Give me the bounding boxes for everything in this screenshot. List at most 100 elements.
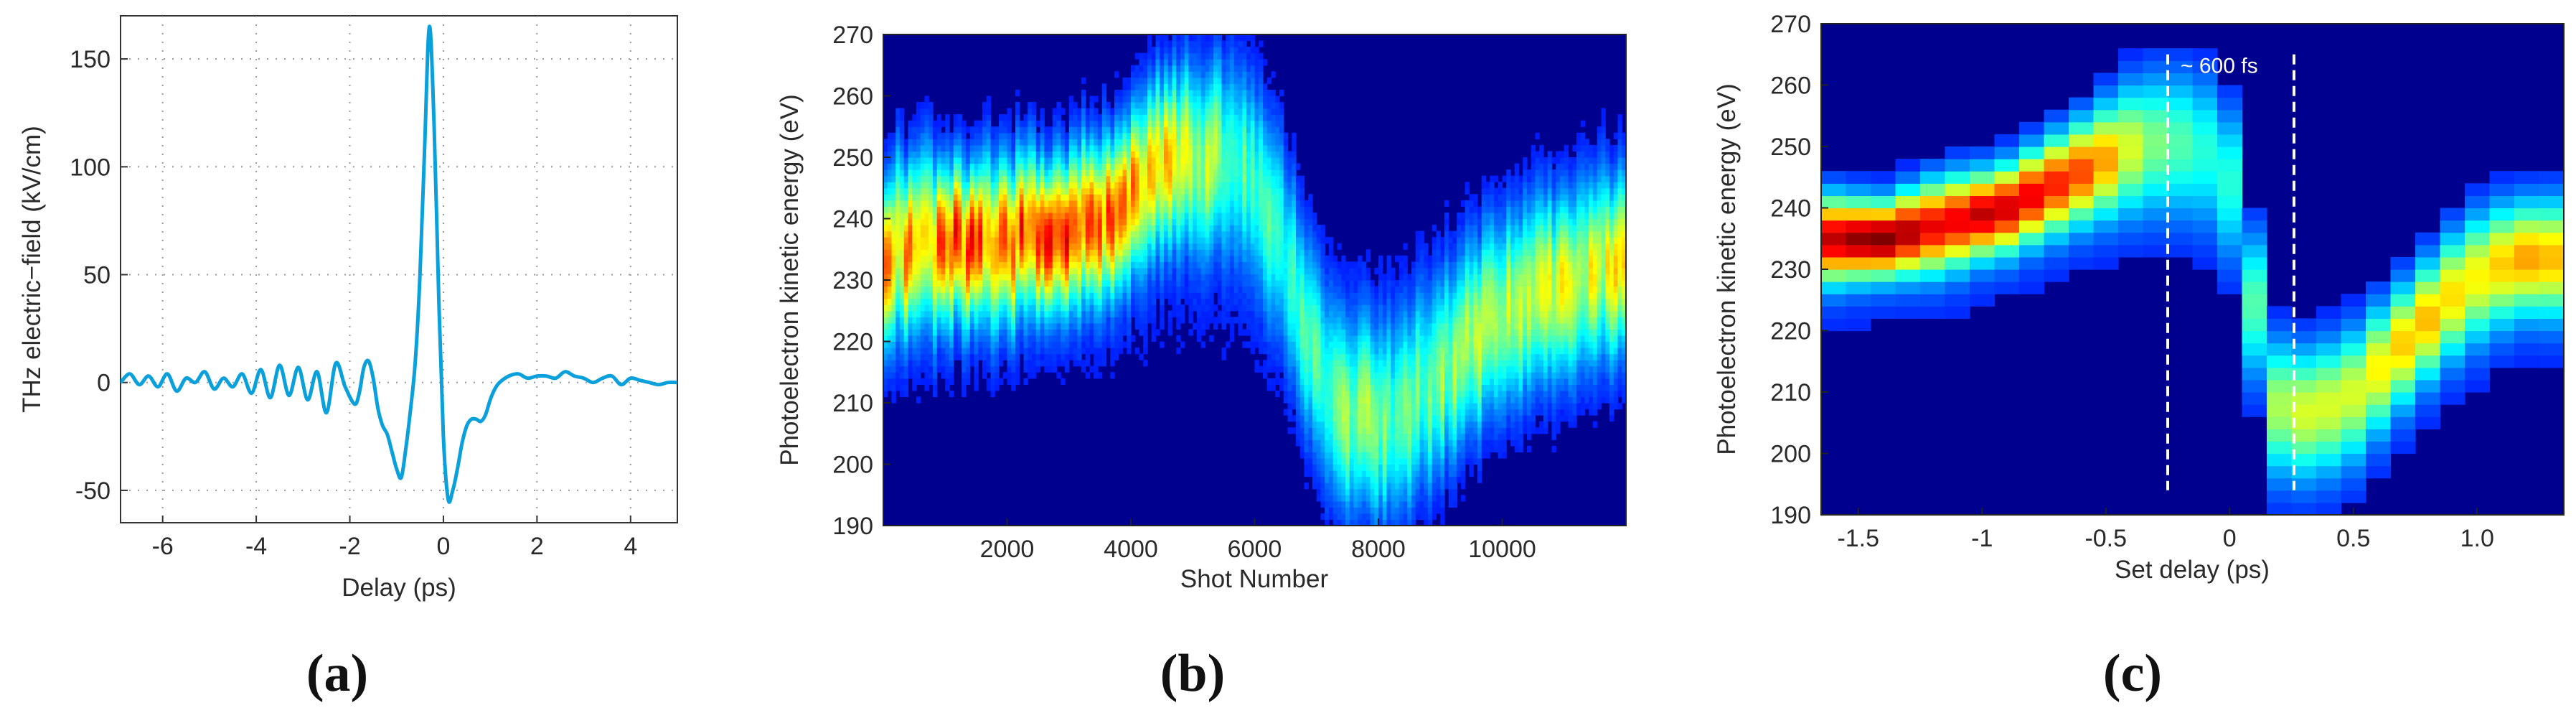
panel-b-heat-cell (1238, 95, 1243, 103)
panel-b-heat-cell (1048, 365, 1053, 373)
panel-b-heat-cell (1061, 378, 1066, 385)
panel-b-heat-cell (1254, 237, 1259, 244)
panel-b-heat-cell (1143, 243, 1148, 250)
panel-b-heat-cell (1246, 71, 1251, 78)
panel-b-heat-cell (891, 144, 896, 152)
panel-b-heat-cell (1259, 175, 1264, 182)
panel-b-heat-cell (957, 310, 962, 317)
panel-b-heat-cell (1325, 372, 1330, 379)
panel-b-heat-cell (1180, 187, 1185, 195)
panel-b-heat-cell (1233, 77, 1239, 84)
panel-b-heat-cell (1263, 225, 1268, 232)
panel-b-heat-cell (912, 200, 917, 207)
panel-b-heat-cell (1068, 237, 1074, 244)
panel-b-heat-cell (1164, 40, 1169, 47)
panel-b-heat-cell (986, 353, 992, 360)
panel-b-heat-cell (1197, 200, 1202, 207)
panel-b-heat-cell (1151, 212, 1157, 220)
panel-b-heat-cell (1213, 52, 1218, 60)
panel-b-heat-cell (1052, 182, 1058, 189)
panel-b-heat-cell (986, 163, 992, 170)
panel-b-heat-cell (896, 151, 901, 158)
panel-b-heat-cell (1147, 95, 1152, 103)
panel-b-heat-cell (1287, 212, 1292, 220)
panel-b-heat-cell (1040, 120, 1045, 127)
panel-b-heat-cell (1151, 157, 1157, 164)
panel-b-heat-cell (1061, 255, 1066, 262)
panel-b-heat-cell (1242, 212, 1247, 220)
panel-b-heat-cell (920, 286, 926, 293)
panel-b-heat-cell (1188, 144, 1193, 152)
panel-b-heat-cell (1329, 483, 1334, 490)
panel-b-heat-cell (945, 139, 950, 146)
panel-b-heat-cell (1193, 255, 1198, 262)
panel-b-heat-cell (1106, 163, 1111, 170)
panel-b-heat-cell (982, 310, 987, 317)
panel-b-heat-cell (1028, 102, 1033, 109)
panel-b-heat-cell (1143, 230, 1148, 238)
panel-b-heat-cell (883, 225, 888, 232)
panel-b-heat-cell (891, 212, 896, 220)
panel-b-heat-cell (1139, 52, 1144, 60)
panel-b-heat-cell (1238, 126, 1243, 134)
panel-b-heat-cell (1019, 157, 1025, 164)
panel-b-heat-cell (986, 292, 992, 299)
panel-b-heat-cell (1316, 267, 1322, 275)
panel-b-heat-cell (982, 304, 987, 312)
panel-b-heat-cell (912, 353, 917, 360)
panel-b-heat-cell (1048, 353, 1053, 360)
panel-b-heat-cell (995, 200, 1000, 207)
panel-b-heat-cell (1200, 71, 1206, 78)
panel-b-heat-cell (1052, 157, 1058, 164)
panel-b-heat-cell (1081, 310, 1086, 317)
panel-b-heat-cell (900, 139, 905, 146)
panel-b-heat-cell (1197, 230, 1202, 238)
panel-b-heat-cell (1193, 163, 1198, 170)
panel-b-heat-cell (1266, 102, 1272, 109)
panel-b-heat-cell (1098, 132, 1103, 139)
panel-b-heat-cell (1197, 95, 1202, 103)
panel-b-heat-cell (999, 200, 1004, 207)
panel-b-heat-cell (1217, 144, 1223, 152)
panel-b-heat-cell (1040, 274, 1045, 281)
panel-b-heat-cell (1023, 280, 1028, 287)
panel-b-heat-cell (912, 187, 917, 195)
panel-b-heat-cell (1048, 200, 1053, 207)
panel-b-heat-cell (1164, 132, 1169, 139)
panel-b-heat-cell (982, 108, 987, 115)
panel-b-heat-cell (1089, 274, 1094, 281)
panel-b-heat-cell (1299, 212, 1305, 220)
panel-b-heat-cell (1052, 139, 1058, 146)
panel-b-heat-cell (974, 157, 979, 164)
panel-b-heat-cell (1110, 280, 1115, 287)
panel-b-heat-cell (1023, 261, 1028, 269)
panel-b-heat-cell (1061, 322, 1066, 330)
panel-b-heat-cell (1089, 175, 1094, 182)
panel-b-heat-cell (887, 267, 893, 275)
panel-b-heat-cell (1304, 378, 1309, 385)
panel-b-heat-cell (1250, 182, 1256, 189)
panel-b-heat-cell (1246, 83, 1251, 90)
panel-b-heat-cell (1127, 310, 1132, 317)
panel-b-heat-cell (920, 322, 926, 330)
panel-b-heat-cell (1299, 421, 1305, 428)
panel-b-heat-cell (1073, 132, 1078, 139)
panel-b-heat-cell (1151, 47, 1157, 54)
panel-b-heat-cell (1134, 52, 1140, 60)
panel-b-heat-cell (1077, 322, 1082, 330)
panel-b-heat-cell (1226, 151, 1231, 158)
panel-b-heat-cell (1197, 261, 1202, 269)
panel-b-heat-cell (982, 212, 987, 220)
panel-b-heat-cell (953, 163, 959, 170)
panel-b-heat-cell (920, 249, 926, 256)
panel-b-heat-cell (1299, 353, 1305, 360)
panel-b-heat-cell (1193, 120, 1198, 127)
panel-b-heat-cell (1167, 237, 1173, 244)
panel-b-heat-cell (1188, 34, 1193, 42)
panel-b-heat-cell (1329, 329, 1334, 336)
panel-b-heat-cell (1081, 280, 1086, 287)
panel-b-heat-cell (1015, 372, 1020, 379)
panel-b-heat-cell (1118, 169, 1124, 177)
panel-b-heat-cell (1188, 212, 1193, 220)
